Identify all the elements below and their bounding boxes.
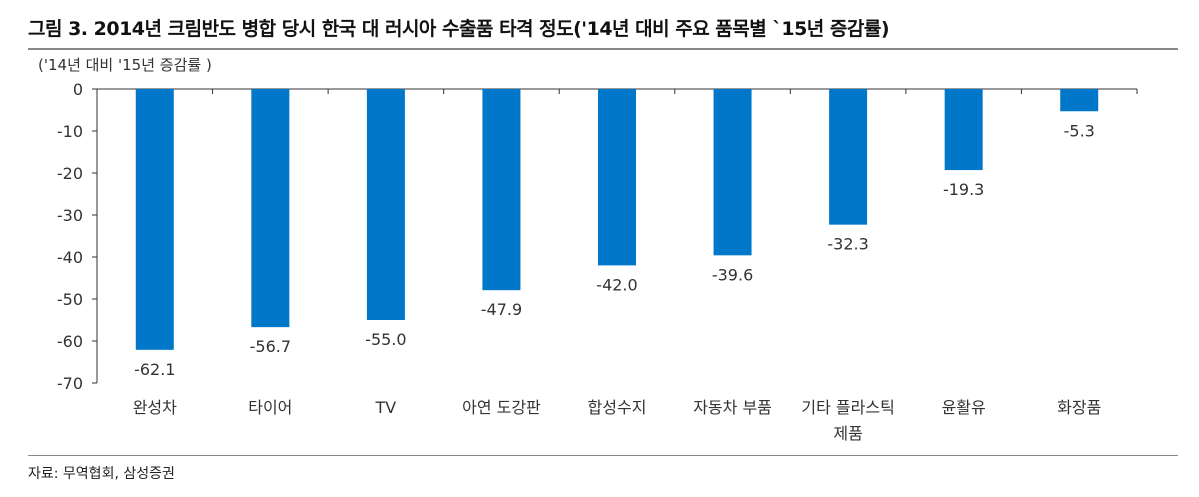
unit-label: ('14년 대비 '15년 증감률 ) [38,56,212,74]
bar [1060,89,1099,112]
data-label: -5.3 [1064,121,1095,140]
data-label: -62.1 [134,360,175,379]
y-tick-label: -50 [57,290,83,309]
data-label: -19.3 [943,180,984,199]
x-tick-label: TV [375,398,397,417]
bar [251,89,290,328]
x-tick-label: 타이어 [248,398,292,417]
y-tick-label: -30 [57,206,83,225]
bar [713,89,752,256]
source-divider [28,455,1178,456]
bar [482,89,521,291]
data-label: -55.0 [365,330,406,349]
source-note: 자료: 무역협회, 삼성증권 [28,466,175,482]
data-label: -47.9 [481,300,522,319]
x-tick-label: 자동차 부품 [693,398,772,417]
y-tick-label: -70 [57,374,83,393]
x-tick-label: 기타 플라스틱 [801,398,894,417]
x-tick-label: 아연 도강판 [462,398,541,417]
x-tick-label: 화장품 [1057,398,1101,417]
data-label: -39.6 [712,265,753,284]
y-tick-label: -10 [57,122,83,141]
chart-title: 그림 3. 2014년 크림반도 병합 당시 한국 대 러시아 수출품 타격 정… [28,18,890,40]
y-tick-label: -20 [57,164,83,183]
title-divider [28,48,1178,50]
bar [944,89,983,171]
y-tick-label: -40 [57,248,83,267]
x-tick-label: 윤활유 [942,398,986,417]
data-label: -32.3 [827,235,868,254]
y-tick-label: -60 [57,332,83,351]
data-label: -56.7 [250,337,291,356]
x-tick-label: 제품 [833,424,862,443]
bar [135,89,174,350]
bar [366,89,405,320]
x-tick-label: 합성수지 [588,398,647,417]
data-label: -42.0 [596,275,637,294]
bar [598,89,636,266]
bar [829,89,868,225]
x-tick-label: 완성차 [133,398,177,417]
y-tick-label: 0 [73,80,83,99]
bar-chart: 0 -10 -20 -30 -40 -50 -60 -70 -62.1 완성차 -56.7 타이어 -5… [57,80,1138,443]
